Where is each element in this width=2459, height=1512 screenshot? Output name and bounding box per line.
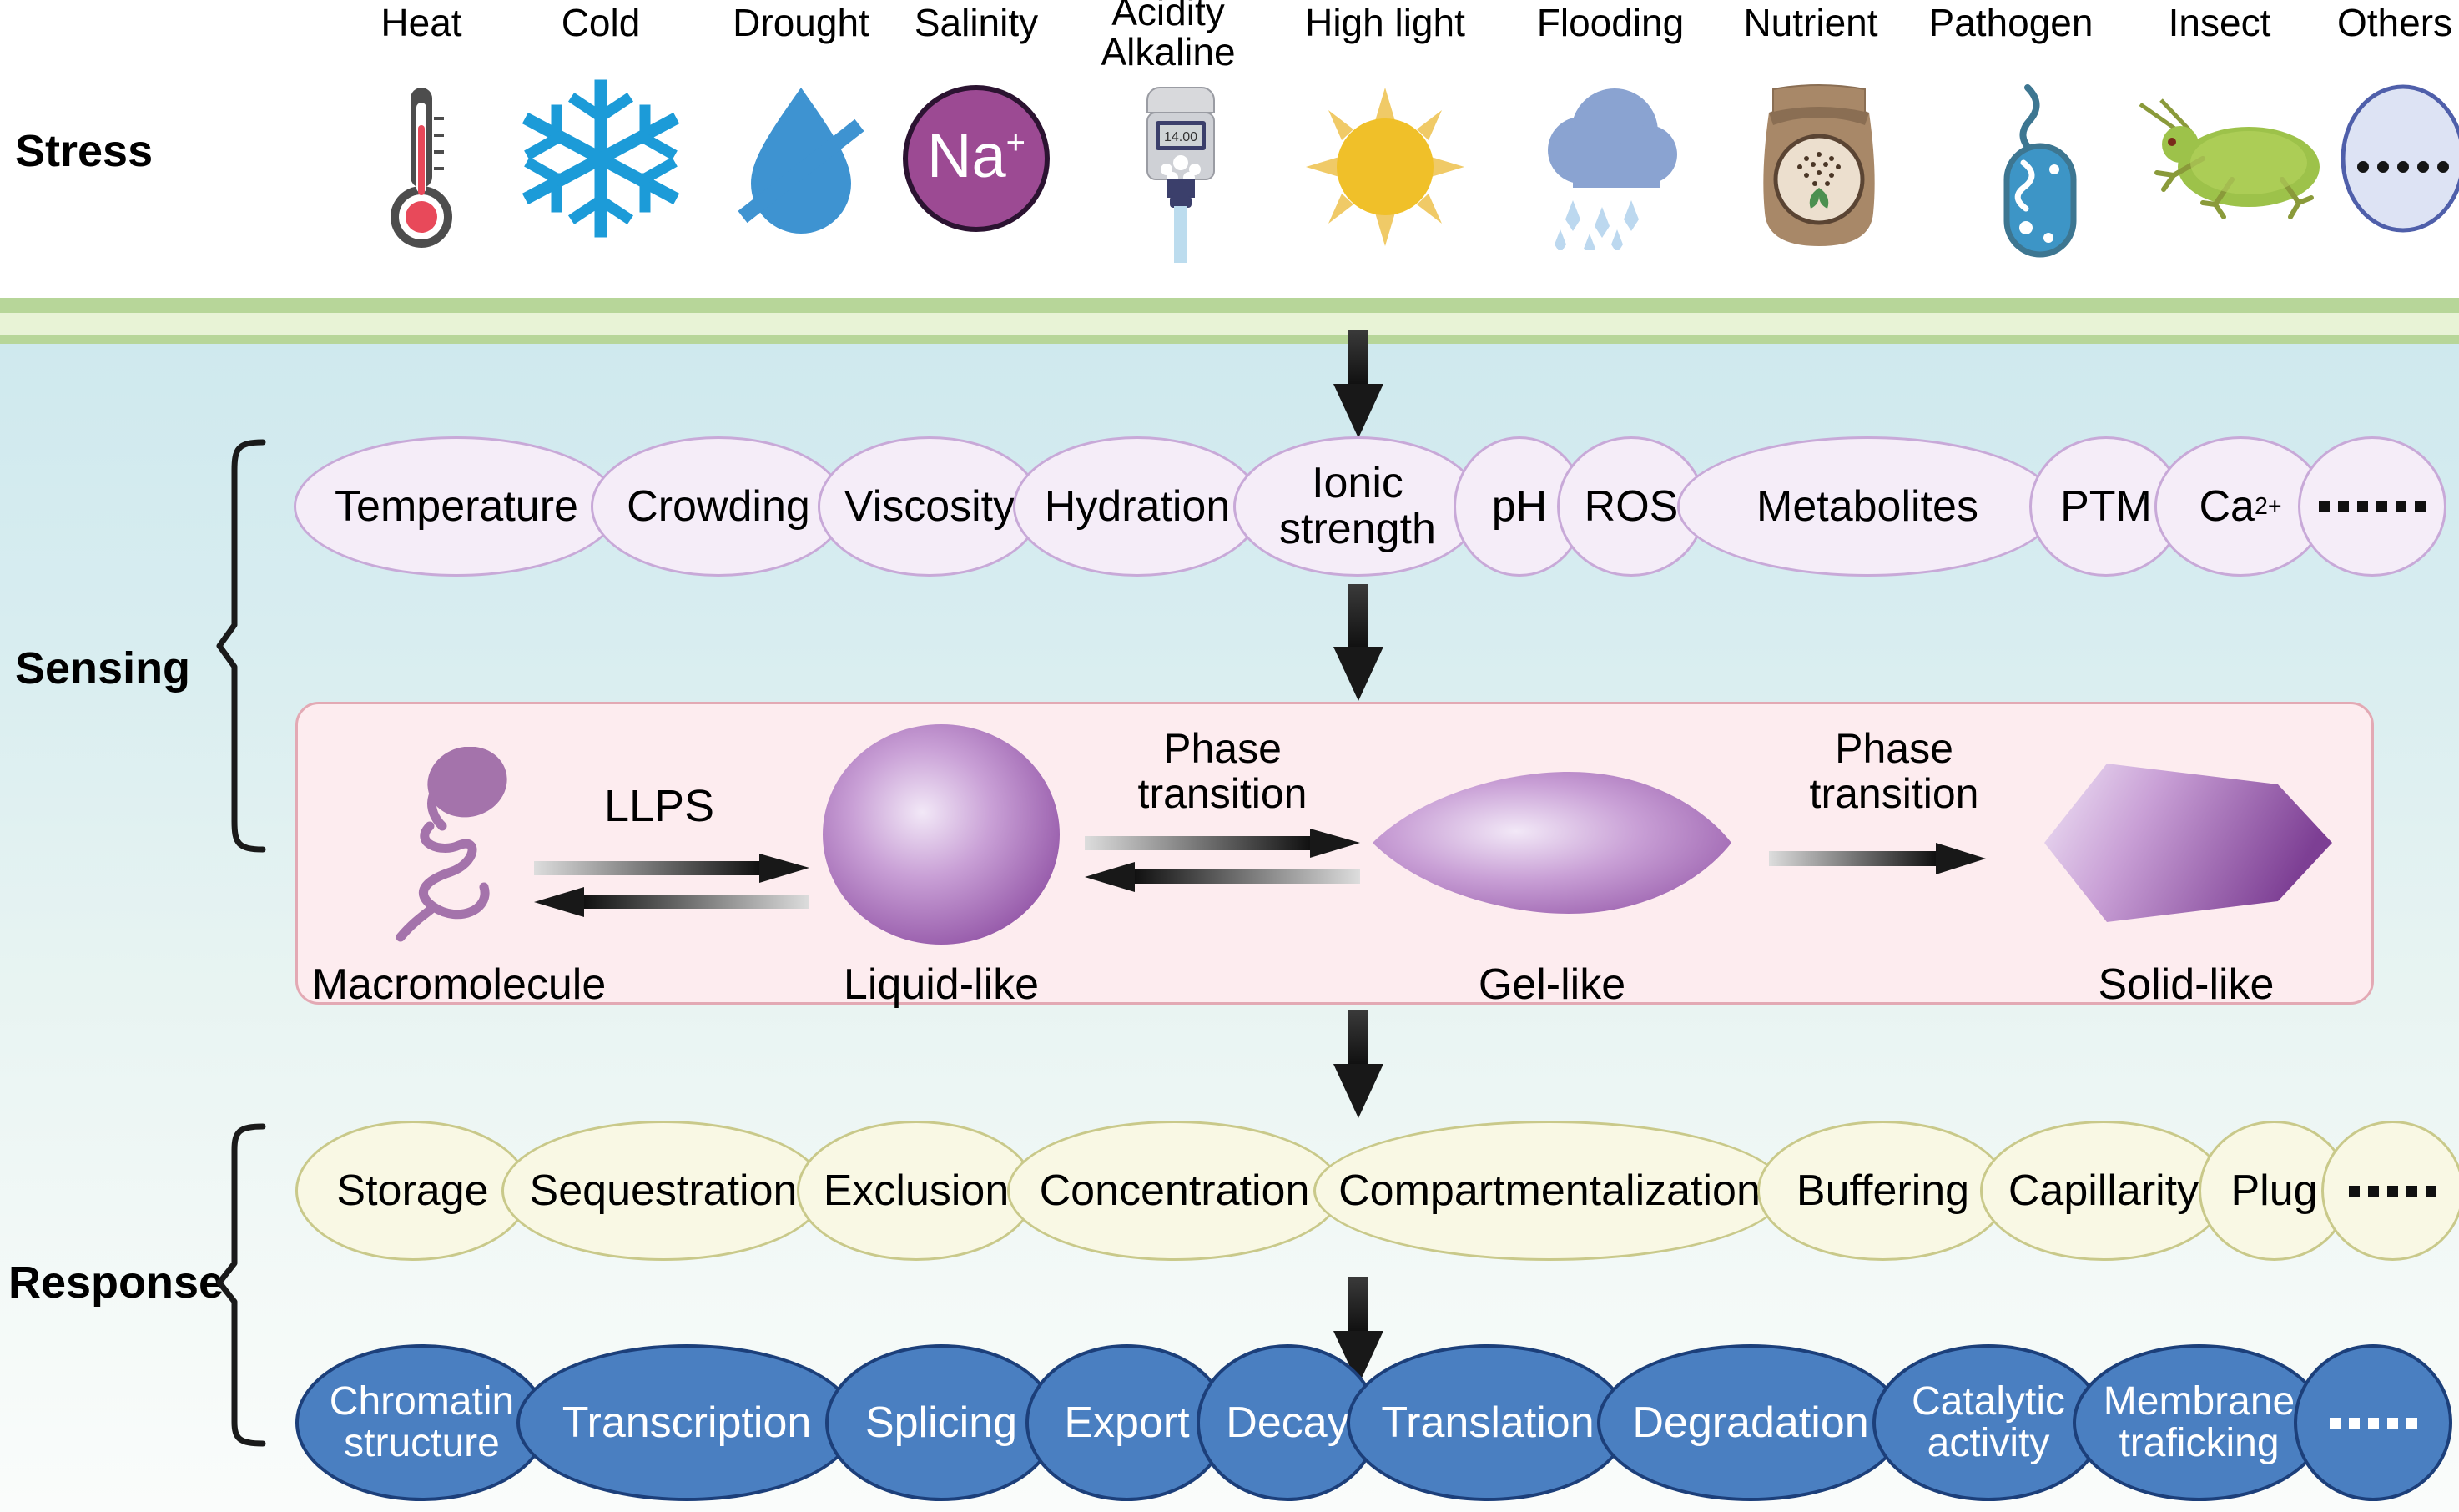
svg-text:14.00: 14.00 [1164,130,1197,144]
